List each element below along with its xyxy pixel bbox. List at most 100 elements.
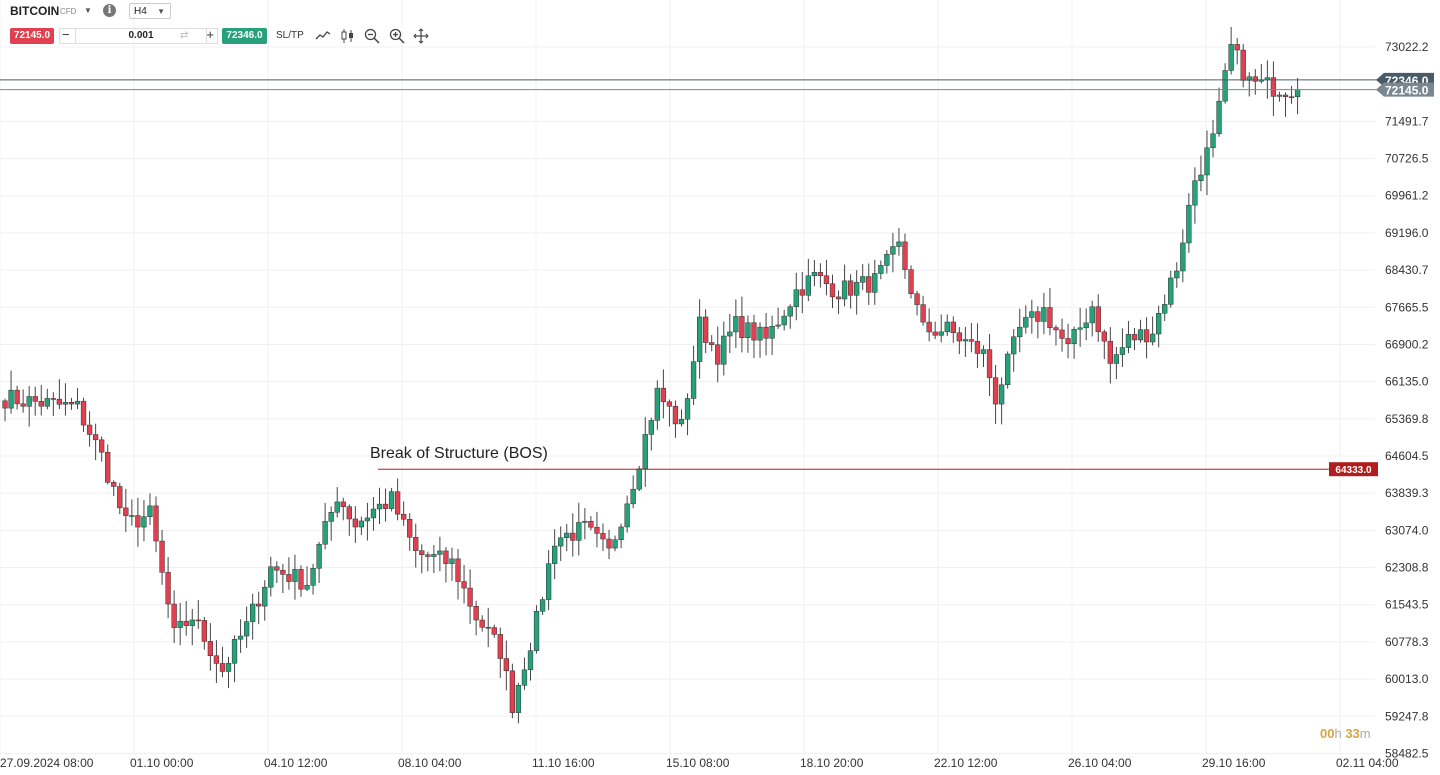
candle-up bbox=[1204, 147, 1210, 176]
candle-down bbox=[914, 293, 920, 305]
chevron-down-icon[interactable]: ▼ bbox=[84, 6, 92, 15]
increase-button[interactable]: + bbox=[206, 27, 214, 42]
candle-up bbox=[237, 635, 244, 640]
candle-up bbox=[250, 603, 256, 622]
candle-down bbox=[201, 620, 207, 642]
candle-up bbox=[1192, 180, 1198, 206]
candle-up bbox=[624, 503, 630, 528]
y-tick-label: 60013.0 bbox=[1385, 672, 1429, 686]
line-chart-icon[interactable] bbox=[314, 27, 332, 45]
candle-down bbox=[443, 550, 449, 564]
chart-grid bbox=[0, 0, 1375, 755]
candle-down bbox=[352, 518, 358, 528]
timeframe-select[interactable]: H4 ▼ bbox=[129, 3, 171, 19]
candle-down bbox=[932, 331, 938, 336]
sell-button[interactable]: 72145.0 bbox=[10, 28, 54, 44]
candle-down bbox=[50, 398, 56, 400]
candle-up bbox=[1228, 44, 1234, 71]
candle-up bbox=[896, 241, 902, 247]
timeframe-value: H4 bbox=[134, 6, 147, 17]
candle-up bbox=[1071, 329, 1077, 345]
candle-down bbox=[1095, 306, 1101, 333]
swap-icon[interactable]: ⇄ bbox=[180, 30, 189, 41]
candle-down bbox=[20, 403, 26, 407]
bos-tag-label: 64333.0 bbox=[1335, 465, 1372, 476]
candle-up bbox=[1198, 174, 1204, 181]
x-tick-label: 15.10 08:00 bbox=[666, 756, 730, 770]
candle-up bbox=[74, 400, 81, 405]
candle-up bbox=[533, 611, 540, 651]
candle-down bbox=[80, 400, 87, 426]
candle-timer: 00h 33m bbox=[1320, 726, 1371, 741]
candle-up bbox=[980, 349, 987, 354]
timer-hours: 00 bbox=[1320, 726, 1335, 741]
candle-down bbox=[159, 540, 165, 573]
candle-down bbox=[956, 332, 962, 342]
candlestick-icon[interactable] bbox=[339, 27, 357, 45]
candle-down bbox=[491, 627, 497, 635]
sltp-button[interactable]: SL/TP bbox=[276, 30, 304, 41]
candle-up bbox=[1174, 270, 1180, 279]
candle-up bbox=[678, 419, 685, 425]
candle-down bbox=[974, 341, 981, 354]
candle-up bbox=[618, 526, 624, 541]
y-tick-label: 63839.3 bbox=[1385, 486, 1429, 500]
buy-button[interactable]: 72346.0 bbox=[222, 28, 267, 44]
candle-up bbox=[648, 420, 654, 435]
candle-up bbox=[26, 396, 32, 407]
candle-up bbox=[370, 508, 377, 519]
candle-down bbox=[213, 655, 220, 664]
candle-up bbox=[1156, 313, 1162, 335]
y-tick-label: 68430.7 bbox=[1385, 263, 1429, 277]
zoom-out-icon[interactable] bbox=[363, 27, 381, 45]
candle-down bbox=[419, 550, 425, 555]
candle-up bbox=[1005, 353, 1011, 386]
candle-down bbox=[346, 506, 352, 520]
candle-up bbox=[757, 326, 763, 341]
candle-down bbox=[1288, 96, 1295, 98]
candle-down bbox=[1065, 338, 1071, 345]
candle-up bbox=[141, 516, 147, 528]
candle-up bbox=[364, 517, 371, 522]
chevron-down-icon: ▼ bbox=[157, 7, 165, 16]
x-tick-label: 11.10 16:00 bbox=[532, 756, 595, 770]
candle-up bbox=[890, 246, 896, 255]
candle-down bbox=[123, 507, 129, 516]
candle-up bbox=[775, 324, 781, 327]
candle-down bbox=[382, 503, 389, 509]
x-tick-label: 18.10 20:00 bbox=[800, 756, 864, 770]
y-tick-label: 71491.7 bbox=[1385, 114, 1429, 128]
candle-down bbox=[479, 619, 485, 628]
info-icon[interactable]: i bbox=[103, 4, 116, 17]
symbol-type: CFD bbox=[60, 7, 77, 16]
candle-down bbox=[1047, 307, 1053, 328]
candle-up bbox=[781, 315, 787, 326]
candle-down bbox=[413, 537, 419, 551]
zoom-in-icon[interactable] bbox=[388, 27, 406, 45]
candle-down bbox=[280, 569, 286, 575]
candle-down bbox=[99, 439, 105, 453]
candle-down bbox=[135, 515, 141, 528]
candle-up bbox=[696, 316, 703, 362]
candle-up bbox=[310, 567, 316, 586]
candle-down bbox=[902, 241, 908, 270]
quantity-stepper[interactable]: − 0.001 ⇄ + bbox=[59, 27, 218, 44]
decrease-button[interactable]: − bbox=[62, 27, 70, 42]
quantity-input[interactable]: 0.001 bbox=[75, 29, 207, 43]
symbol-name[interactable]: BITCOIN bbox=[10, 4, 60, 18]
candle-down bbox=[588, 521, 594, 528]
candle-up bbox=[630, 488, 636, 505]
candle-down bbox=[950, 321, 956, 333]
candle-up bbox=[1294, 89, 1301, 98]
candle-down bbox=[286, 574, 292, 582]
candle-up bbox=[539, 599, 546, 612]
candle-down bbox=[666, 401, 673, 407]
candle-down bbox=[829, 283, 836, 298]
candle-down bbox=[799, 289, 805, 296]
candle-down bbox=[195, 619, 201, 622]
candle-up bbox=[376, 503, 383, 510]
timer-minutes: 33 bbox=[1345, 726, 1360, 741]
candle-up bbox=[1017, 326, 1023, 338]
crosshair-icon[interactable] bbox=[412, 27, 430, 45]
